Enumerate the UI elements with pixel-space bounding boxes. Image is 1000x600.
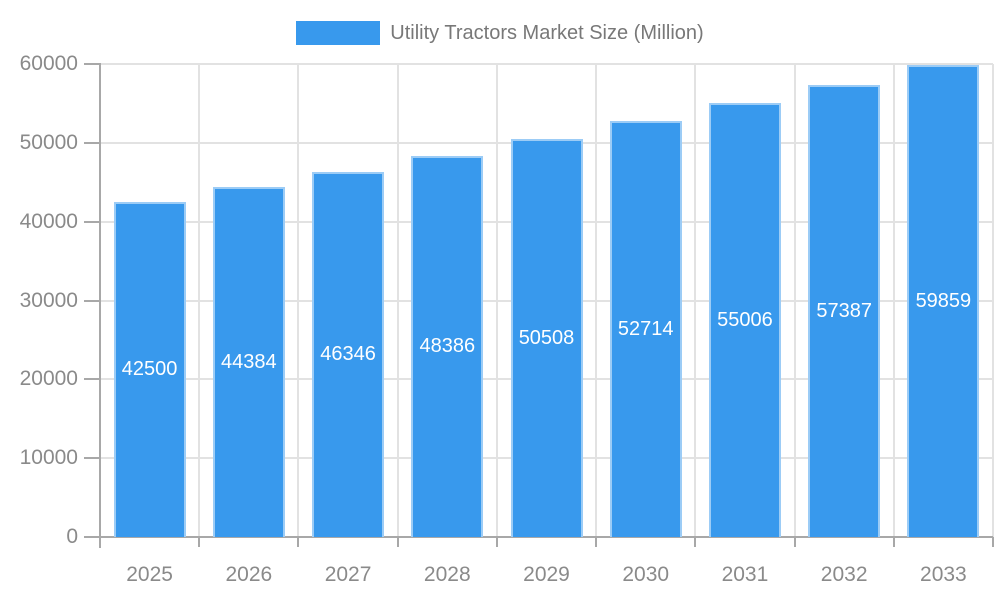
x-axis-tick: [595, 537, 598, 547]
legend-label: Utility Tractors Market Size (Million): [390, 21, 704, 44]
y-gridline: [100, 63, 993, 65]
x-gridline: [198, 64, 201, 537]
x-gridline: [595, 64, 598, 537]
x-axis-tick-label: 2032: [820, 563, 868, 586]
x-axis-tick-label: 2025: [126, 563, 173, 586]
x-axis-tick: [396, 537, 399, 547]
bar[interactable]: [609, 121, 682, 537]
x-axis-tick: [793, 537, 796, 547]
bar[interactable]: [212, 187, 285, 537]
x-gridline: [892, 64, 895, 537]
x-gridline: [495, 64, 498, 537]
x-axis-tick-label: 2029: [523, 563, 570, 586]
x-gridline: [297, 64, 300, 537]
bar[interactable]: [708, 103, 781, 537]
legend-item[interactable]: Utility Tractors Market Size (Million): [0, 16, 1000, 50]
y-axis-tick-label: 20000: [19, 367, 78, 391]
x-axis-tick-label: 2031: [721, 563, 769, 586]
x-axis-tick: [992, 537, 994, 547]
y-axis-tick: [84, 457, 100, 460]
y-axis-tick-label: 30000: [19, 288, 78, 312]
x-axis-tick-label: 2027: [324, 563, 372, 586]
y-axis-tick-label: 0: [66, 525, 78, 548]
y-axis-tick-label: 50000: [19, 130, 78, 154]
x-gridline: [396, 64, 399, 537]
x-axis-tick: [198, 537, 201, 547]
y-axis-tick: [84, 299, 100, 302]
x-axis-tick: [297, 537, 300, 547]
x-gridline: [694, 64, 697, 537]
y-axis-tick: [84, 63, 100, 65]
x-axis-tick-label: 2026: [225, 563, 273, 586]
y-axis-tick-label: 60000: [19, 52, 78, 75]
x-axis-tick: [694, 537, 697, 547]
y-axis-tick-label: 10000: [19, 446, 78, 470]
y-axis-tick: [84, 141, 100, 144]
y-axis-tick: [84, 378, 100, 381]
x-axis-tick-label: 2030: [622, 563, 670, 586]
legend-swatch-icon: [296, 21, 381, 45]
x-gridline: [793, 64, 796, 537]
bar[interactable]: [411, 155, 484, 537]
y-axis-line: [99, 63, 101, 548]
y-axis-tick-label: 40000: [19, 209, 78, 233]
x-gridline: [992, 64, 994, 537]
x-axis-tick-label: 2028: [423, 563, 471, 586]
bar[interactable]: [907, 65, 980, 537]
x-axis-tick-label: 2033: [920, 563, 967, 586]
x-axis-tick: [892, 537, 895, 547]
bar[interactable]: [312, 171, 385, 537]
bar[interactable]: [113, 201, 186, 537]
bar[interactable]: [808, 84, 881, 537]
y-axis-tick: [84, 220, 100, 223]
x-axis-line: [84, 536, 993, 538]
bar[interactable]: [510, 138, 583, 537]
x-axis-tick: [495, 537, 498, 547]
